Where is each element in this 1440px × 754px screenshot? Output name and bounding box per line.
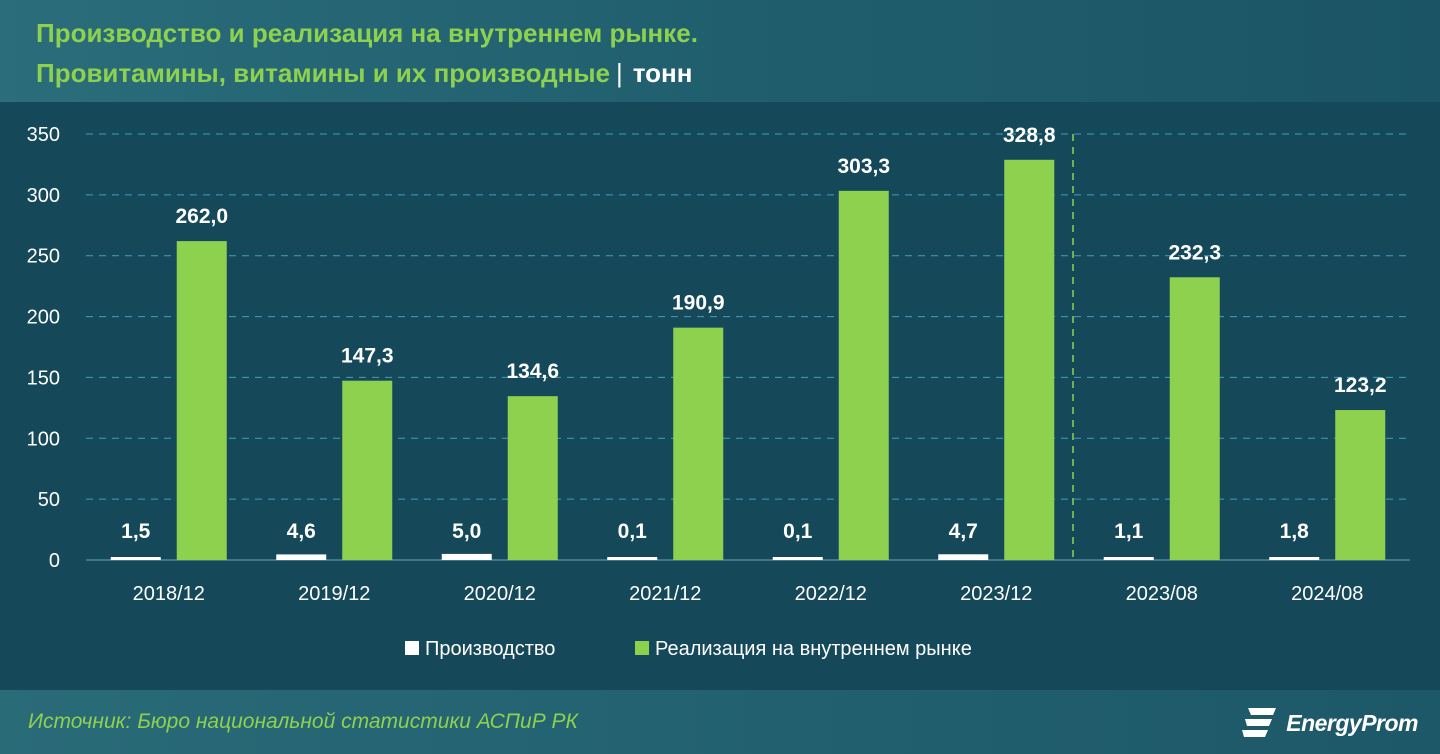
bar-sales [673,327,724,560]
bar-production [1103,557,1154,560]
x-tick-label: 2018/12 [133,583,205,605]
data-label-production: 0,1 [783,520,813,543]
header: Производство и реализация на внутреннем … [0,0,1440,102]
y-tick-label: 150 [27,367,60,389]
bar-sales [1004,159,1055,561]
bar-production [607,557,658,560]
data-label-sales: 328,8 [1003,124,1056,147]
y-tick-label: 100 [27,428,60,450]
data-label-production: 1,8 [1280,520,1310,543]
legend-swatch-production [405,641,419,655]
data-label-production: 4,7 [949,520,978,543]
bar-chart: 0 50 100 150 200 250 300 350 1,5 262,0 4,6 147,3 5,… [27,124,1410,660]
x-tick-label: 2023/08 [1126,583,1198,605]
legend-swatch-sales [635,641,649,655]
data-label-production: 1,1 [1114,520,1144,543]
data-label-sales: 134,6 [506,360,559,383]
data-label-sales: 123,2 [1334,374,1387,397]
x-tick-label: 2022/12 [795,583,867,605]
legend-label-production: Производство [425,638,555,660]
bar-sales [838,190,889,560]
y-tick-label: 350 [27,124,60,146]
y-tick-label: 0 [49,550,60,572]
data-label-production: 5,0 [452,520,481,543]
x-tick-label: 2024/08 [1291,583,1363,605]
bar-production [276,554,327,560]
bar-sales [1169,277,1220,560]
y-tick-label: 50 [38,489,60,511]
y-tick-label: 250 [27,246,60,268]
bar-production [938,554,989,560]
chart-title-line1: Производство и реализация на внутреннем … [36,18,698,48]
x-tick-label: 2021/12 [629,583,701,605]
bar-production [1269,557,1320,560]
energyprom-logo-text: EnergyProm [1286,709,1418,736]
data-label-production: 0,1 [618,520,648,543]
energyprom-logo: EnergyProm [1242,704,1418,742]
bar-production [772,557,823,560]
x-tick-label: 2023/12 [960,583,1032,605]
y-tick-label: 300 [27,185,60,207]
data-label-sales: 190,9 [672,292,725,315]
bar-sales [507,396,558,560]
data-label-sales: 232,3 [1168,241,1221,264]
unit-label: тонн [632,58,693,88]
data-label-sales: 303,3 [837,155,890,178]
source-note: Источник: Бюро национальной статистики А… [28,710,578,733]
data-label-production: 4,6 [287,520,316,543]
x-tick-label: 2020/12 [464,583,536,605]
data-label-sales: 147,3 [341,345,394,368]
bar-sales [342,380,393,560]
data-label-sales: 262,0 [175,205,228,228]
x-tick-label: 2019/12 [298,583,370,605]
footer: Источник: Бюро национальной статистики А… [0,690,1440,754]
bar-sales [176,241,227,560]
title-separator: | [616,58,623,88]
bar-production [110,557,161,560]
energyprom-logo-icon [1242,708,1277,737]
data-label-production: 1,5 [121,520,151,543]
chart-title-line2: Провитамины, витамины и их производные | т… [36,58,692,89]
chart-title-line2-text: Провитамины, витамины и их производные [36,58,610,88]
legend-label-sales: Реализация на внутреннем рынке [655,638,972,660]
y-tick-label: 200 [27,307,60,329]
bar-sales [1335,410,1386,560]
bar-production [441,553,492,560]
